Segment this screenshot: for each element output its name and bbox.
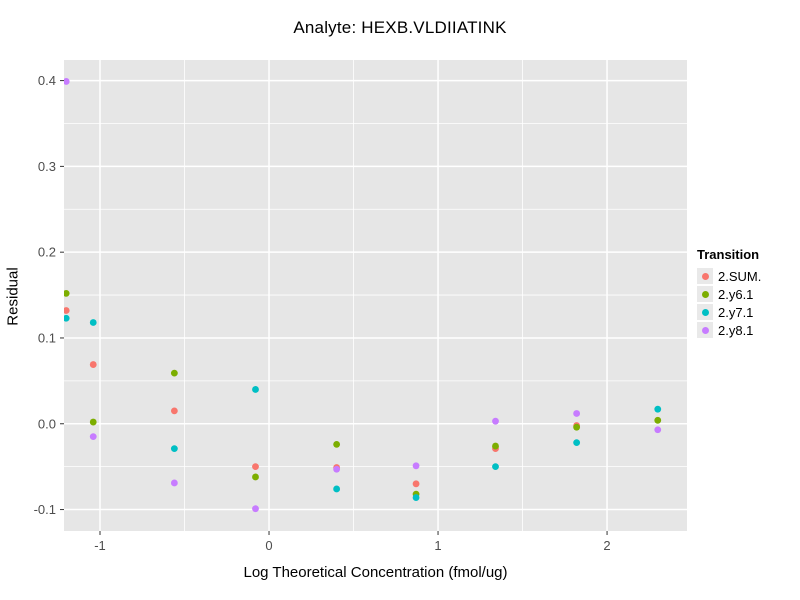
legend-item-label: 2.y6.1 <box>718 286 754 302</box>
legend-item: 2.SUM. <box>697 267 761 285</box>
data-point <box>64 78 70 85</box>
legend-item: 2.y8.1 <box>697 321 761 339</box>
legend-key <box>697 286 713 302</box>
legend-item-label: 2.y8.1 <box>718 322 754 338</box>
legend-items: 2.SUM. 2.y6.1 2.y7.1 2.y8.1 <box>697 267 761 339</box>
chart-title: Analyte: HEXB.VLDIIATINK <box>293 18 507 37</box>
legend-dot-icon <box>701 272 709 280</box>
legend-item: 2.y7.1 <box>697 303 761 321</box>
legend-key <box>697 268 713 284</box>
x-tick-label: 0 <box>265 538 272 553</box>
y-tick-label: 0.2 <box>38 245 56 260</box>
data-point <box>170 445 178 453</box>
data-point <box>170 479 178 487</box>
legend-title: Transition <box>697 247 760 262</box>
data-point <box>492 442 499 450</box>
legend-dot-icon <box>701 308 709 316</box>
x-tick-label: -1 <box>94 538 106 553</box>
data-point <box>89 361 97 368</box>
data-point <box>654 426 662 434</box>
data-point <box>252 463 259 471</box>
y-tick-label: 0.1 <box>38 330 56 345</box>
data-point <box>654 416 662 424</box>
data-point <box>412 494 420 501</box>
data-point <box>333 485 341 493</box>
data-point <box>64 289 70 297</box>
data-point <box>573 439 581 447</box>
legend-item-label: 2.y7.1 <box>718 304 754 320</box>
data-point <box>252 505 259 513</box>
data-point <box>333 440 341 448</box>
data-point <box>252 386 259 393</box>
legend: Transition 2.SUM. 2.y6.1 2.y7.1 2.y8.1 <box>697 247 761 339</box>
x-axis-label: Log Theoretical Concentration (fmol/ug) <box>243 564 508 581</box>
data-point <box>412 480 420 488</box>
data-point <box>333 465 341 473</box>
data-point <box>492 463 499 471</box>
legend-key <box>697 322 713 338</box>
data-point <box>89 433 97 441</box>
legend-item: 2.y6.1 <box>697 285 761 303</box>
legend-key <box>697 304 713 320</box>
data-point <box>170 369 178 377</box>
data-point <box>573 423 581 431</box>
data-point <box>64 307 70 314</box>
data-point <box>492 417 499 425</box>
y-tick-label: 0.3 <box>38 159 56 174</box>
data-point <box>573 410 581 417</box>
y-tick-label: 0.4 <box>38 73 56 88</box>
legend-dot-icon <box>701 290 709 298</box>
y-tick-label: -0.1 <box>34 502 56 517</box>
y-axis-label: Residual <box>4 267 22 326</box>
data-point <box>412 462 420 470</box>
plot-panel <box>64 60 687 531</box>
data-point <box>89 319 97 326</box>
data-point <box>170 407 178 415</box>
legend-item-label: 2.SUM. <box>718 268 762 284</box>
x-tick-label: 1 <box>434 538 441 553</box>
data-point <box>654 405 662 413</box>
x-tick-label: 2 <box>603 538 610 553</box>
data-point <box>252 473 259 481</box>
data-point <box>64 314 70 322</box>
legend-dot-icon <box>701 326 709 334</box>
y-tick-label: 0.0 <box>38 416 56 431</box>
data-point <box>89 418 97 426</box>
